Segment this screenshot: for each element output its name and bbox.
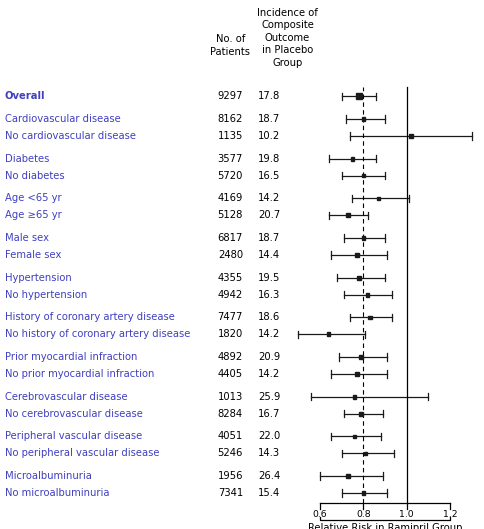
Text: Overall: Overall [5, 92, 45, 101]
Text: Age ≥65 yr: Age ≥65 yr [5, 211, 61, 220]
Bar [408, 134, 412, 138]
Bar [354, 372, 358, 376]
Text: 5246: 5246 [217, 449, 242, 458]
Bar [352, 435, 356, 439]
Text: 4942: 4942 [217, 290, 242, 299]
Text: 4169: 4169 [217, 194, 242, 203]
Text: 15.4: 15.4 [257, 488, 280, 498]
Text: Age <65 yr: Age <65 yr [5, 194, 61, 203]
Text: 7341: 7341 [217, 488, 242, 498]
Text: 14.2: 14.2 [257, 330, 280, 339]
Text: Cardiovascular disease: Cardiovascular disease [5, 114, 121, 124]
Text: Incidence of
Composite
Outcome
in Placebo
Group: Incidence of Composite Outcome in Placeb… [257, 8, 318, 68]
Text: Peripheral vascular disease: Peripheral vascular disease [5, 432, 142, 441]
Bar [359, 412, 362, 416]
Text: 25.9: 25.9 [257, 392, 280, 402]
Bar [352, 395, 356, 399]
Text: 18.6: 18.6 [257, 313, 280, 322]
Text: 19.8: 19.8 [257, 154, 280, 163]
Text: 14.4: 14.4 [257, 250, 280, 260]
Text: 16.5: 16.5 [257, 171, 280, 180]
Text: 18.7: 18.7 [257, 233, 280, 243]
Text: 17.8: 17.8 [257, 92, 280, 101]
Text: 1820: 1820 [217, 330, 242, 339]
Text: No cerebrovascular disease: No cerebrovascular disease [5, 409, 142, 418]
Text: 1013: 1013 [217, 392, 242, 402]
Text: 14.2: 14.2 [257, 194, 280, 203]
Text: 1135: 1135 [217, 131, 242, 141]
Text: 14.2: 14.2 [257, 369, 280, 379]
Bar [346, 475, 349, 478]
Text: Cerebrovascular disease: Cerebrovascular disease [5, 392, 127, 402]
Text: 6817: 6817 [217, 233, 242, 243]
Text: Relative Risk in Ramipril Group
(95% confidence interval): Relative Risk in Ramipril Group (95% con… [307, 523, 461, 529]
Bar [356, 93, 361, 99]
Bar [346, 214, 349, 217]
Text: No peripheral vascular disease: No peripheral vascular disease [5, 449, 159, 458]
Text: Microalbuminuria: Microalbuminuria [5, 471, 91, 481]
Bar [350, 157, 353, 161]
Text: 5128: 5128 [217, 211, 242, 220]
Text: No diabetes: No diabetes [5, 171, 64, 180]
Text: 5720: 5720 [217, 171, 242, 180]
Text: 10.2: 10.2 [257, 131, 280, 141]
Text: History of coronary artery disease: History of coronary artery disease [5, 313, 174, 322]
Text: 9297: 9297 [217, 92, 242, 101]
Text: 26.4: 26.4 [257, 471, 280, 481]
Text: Male sex: Male sex [5, 233, 49, 243]
Text: No cardiovascular disease: No cardiovascular disease [5, 131, 136, 141]
Text: 4892: 4892 [217, 352, 242, 362]
Text: 16.7: 16.7 [257, 409, 280, 418]
Text: 1.0: 1.0 [398, 510, 413, 519]
Text: 8284: 8284 [217, 409, 242, 418]
Text: No microalbuminuria: No microalbuminuria [5, 488, 109, 498]
Bar [361, 236, 364, 240]
Text: No hypertension: No hypertension [5, 290, 87, 299]
Text: 4355: 4355 [217, 273, 242, 282]
Text: No history of coronary artery disease: No history of coronary artery disease [5, 330, 190, 339]
Text: 3577: 3577 [217, 154, 242, 163]
Bar [367, 316, 371, 320]
Text: 7477: 7477 [217, 313, 242, 322]
Text: Prior myocardial infraction: Prior myocardial infraction [5, 352, 137, 362]
Text: Diabetes: Diabetes [5, 154, 49, 163]
Text: 8162: 8162 [217, 114, 242, 124]
Text: 20.7: 20.7 [257, 211, 280, 220]
Bar [359, 355, 362, 359]
Text: 1.2: 1.2 [442, 510, 456, 519]
Text: 16.3: 16.3 [257, 290, 280, 299]
Text: 19.5: 19.5 [257, 273, 280, 282]
Bar [365, 293, 369, 297]
Text: No prior myocardial infraction: No prior myocardial infraction [5, 369, 154, 379]
Bar [357, 276, 360, 280]
Text: 0.8: 0.8 [355, 510, 370, 519]
Bar [326, 333, 330, 336]
Text: 20.9: 20.9 [257, 352, 280, 362]
Text: 18.7: 18.7 [257, 114, 280, 124]
Text: 22.0: 22.0 [257, 432, 280, 441]
Text: 0.6: 0.6 [312, 510, 327, 519]
Bar [376, 197, 379, 200]
Text: 1956: 1956 [217, 471, 242, 481]
Text: Female sex: Female sex [5, 250, 61, 260]
Text: 14.3: 14.3 [257, 449, 280, 458]
Bar [361, 174, 364, 178]
Bar [363, 452, 366, 455]
Text: 4405: 4405 [217, 369, 242, 379]
Bar [361, 117, 364, 121]
Text: 2480: 2480 [217, 250, 242, 260]
Text: No. of
Patients: No. of Patients [210, 34, 250, 57]
Bar [354, 253, 358, 257]
Text: 4051: 4051 [217, 432, 242, 441]
Bar [361, 491, 364, 495]
Text: Hypertension: Hypertension [5, 273, 72, 282]
